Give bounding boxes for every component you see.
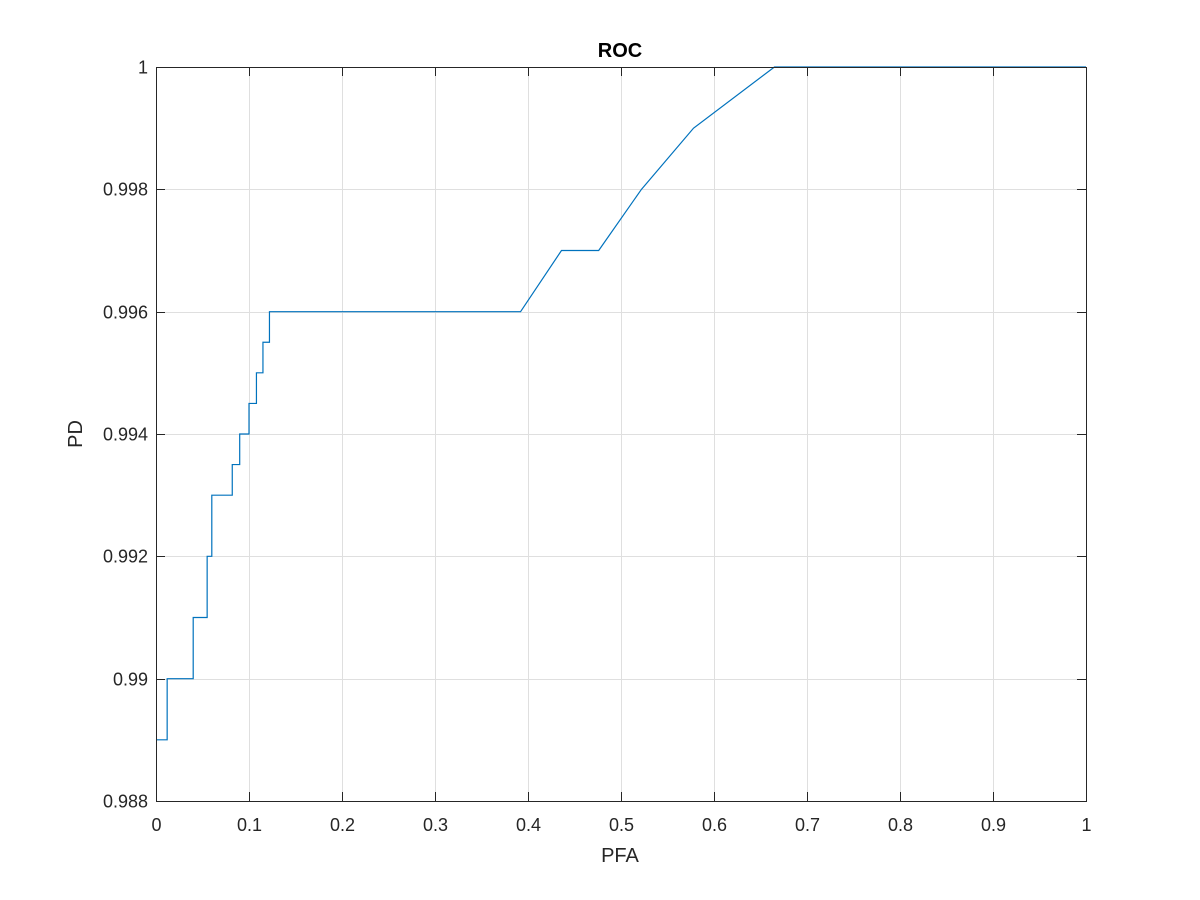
y-axis-label: PD [65,420,87,448]
x-tick-label: 1 [1081,815,1091,835]
horizontal-gridlines [156,189,1086,680]
x-axis-label: PFA [601,845,639,867]
y-tick-label: 0.998 [103,180,148,200]
y-tick-label: 0.992 [103,547,148,567]
x-tick-label: 0.1 [237,815,262,835]
y-axis-ticks: 0.988 0.99 0.992 0.994 0.996 0.998 1 [103,58,1086,812]
y-tick-label: 0.99 [113,670,148,690]
plot-area: 0 0.1 0.2 0.3 0.4 0.5 0.6 0.7 0.8 0.9 1 0.9880.990… [103,58,1092,836]
series-layer [156,66,1086,741]
y-tick-label: 0.994 [103,425,148,445]
x-tick-label: 0.2 [330,815,355,835]
x-tick-label: 0 [151,815,161,835]
x-tick-label: 0.9 [981,815,1006,835]
y-tick-label: 0.988 [103,792,148,812]
x-tick-label: 0.8 [888,815,913,835]
x-axis-ticks: 0 0.1 0.2 0.3 0.4 0.5 0.6 0.7 0.8 0.9 1 [151,67,1092,835]
x-tick-label: 0.6 [702,815,727,835]
chart-title: ROC [598,40,642,62]
x-tick-label: 0.3 [423,815,448,835]
x-tick-label: 0.7 [795,815,820,835]
y-tick-label: 0.996 [103,303,148,323]
x-tick-label: 0.5 [609,815,634,835]
x-tick-label: 0.4 [516,815,541,835]
y-tick-label: 1 [138,58,148,78]
roc-curve-line [156,66,1086,741]
